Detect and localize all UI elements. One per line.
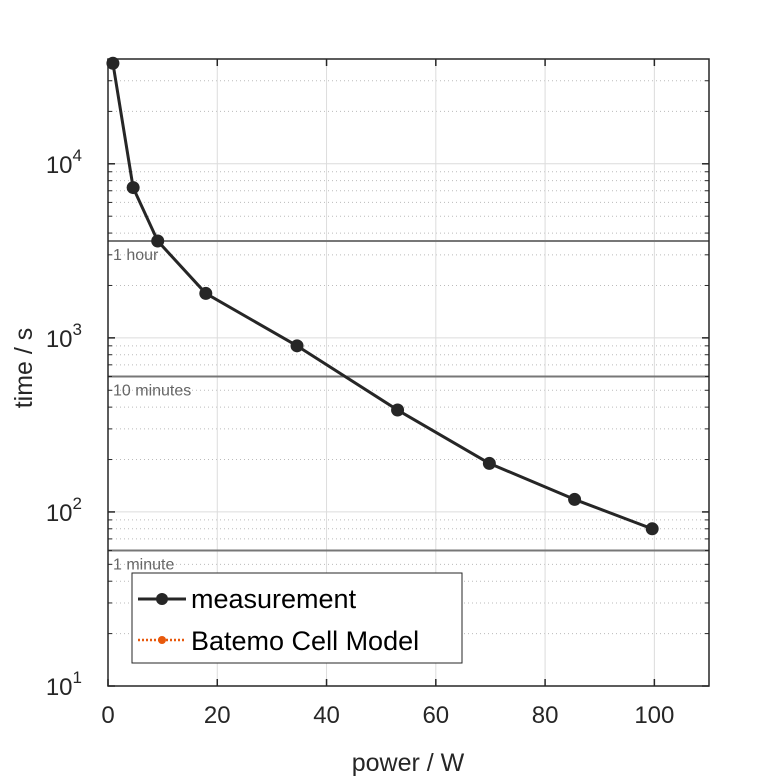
legend-batemo-label: Batemo Cell Model bbox=[191, 626, 419, 656]
x-tick-label: 40 bbox=[313, 702, 340, 729]
y-tick-label: 102 bbox=[46, 494, 82, 527]
y-tick-label: 101 bbox=[46, 668, 82, 701]
data-point bbox=[151, 234, 165, 248]
x-tick-label: 80 bbox=[532, 702, 559, 729]
y-tick-label-base: 10 bbox=[46, 674, 73, 701]
y-tick-label: 104 bbox=[46, 146, 82, 179]
data-point bbox=[482, 456, 496, 470]
legend-measurement-label: measurement bbox=[191, 584, 357, 614]
x-tick-label: 100 bbox=[634, 702, 674, 729]
x-tick-label: 60 bbox=[422, 702, 449, 729]
data-point bbox=[568, 492, 582, 506]
legend-measurement-marker bbox=[156, 593, 168, 605]
series-layer bbox=[106, 56, 659, 536]
data-point bbox=[106, 56, 120, 70]
reference-line-label: 1 hour bbox=[113, 247, 159, 264]
x-tick-label: 0 bbox=[101, 702, 114, 729]
reference-line-label: 1 minute bbox=[113, 557, 174, 574]
reference-line-label: 10 minutes bbox=[113, 382, 191, 399]
data-point bbox=[199, 286, 213, 300]
legend-box bbox=[131, 572, 463, 664]
data-point bbox=[126, 181, 140, 195]
y-tick-label-exponent: 3 bbox=[73, 320, 82, 339]
y-tick-label-base: 10 bbox=[46, 500, 73, 527]
y-tick-label-exponent: 4 bbox=[73, 146, 82, 165]
series-line bbox=[111, 63, 653, 531]
y-axis-label: time / s bbox=[10, 328, 38, 409]
reference-lines: 1 hour 10 minutes 1 minute bbox=[108, 240, 709, 574]
x-tick-label: 20 bbox=[204, 702, 231, 729]
y-tick-label-base: 10 bbox=[46, 152, 73, 179]
legend-batemo-marker bbox=[158, 636, 166, 644]
data-point bbox=[391, 403, 405, 417]
y-tick-label-base: 10 bbox=[46, 326, 73, 353]
data-point bbox=[645, 522, 659, 536]
y-tick-label: 103 bbox=[46, 320, 82, 353]
x-axis-label: power / W bbox=[352, 749, 465, 777]
legend: measurement Batemo Cell Model bbox=[131, 572, 463, 664]
data-point bbox=[290, 339, 304, 353]
y-tick-label-exponent: 1 bbox=[73, 668, 82, 687]
y-tick-label-exponent: 2 bbox=[73, 494, 82, 513]
plot-frame bbox=[107, 58, 710, 687]
